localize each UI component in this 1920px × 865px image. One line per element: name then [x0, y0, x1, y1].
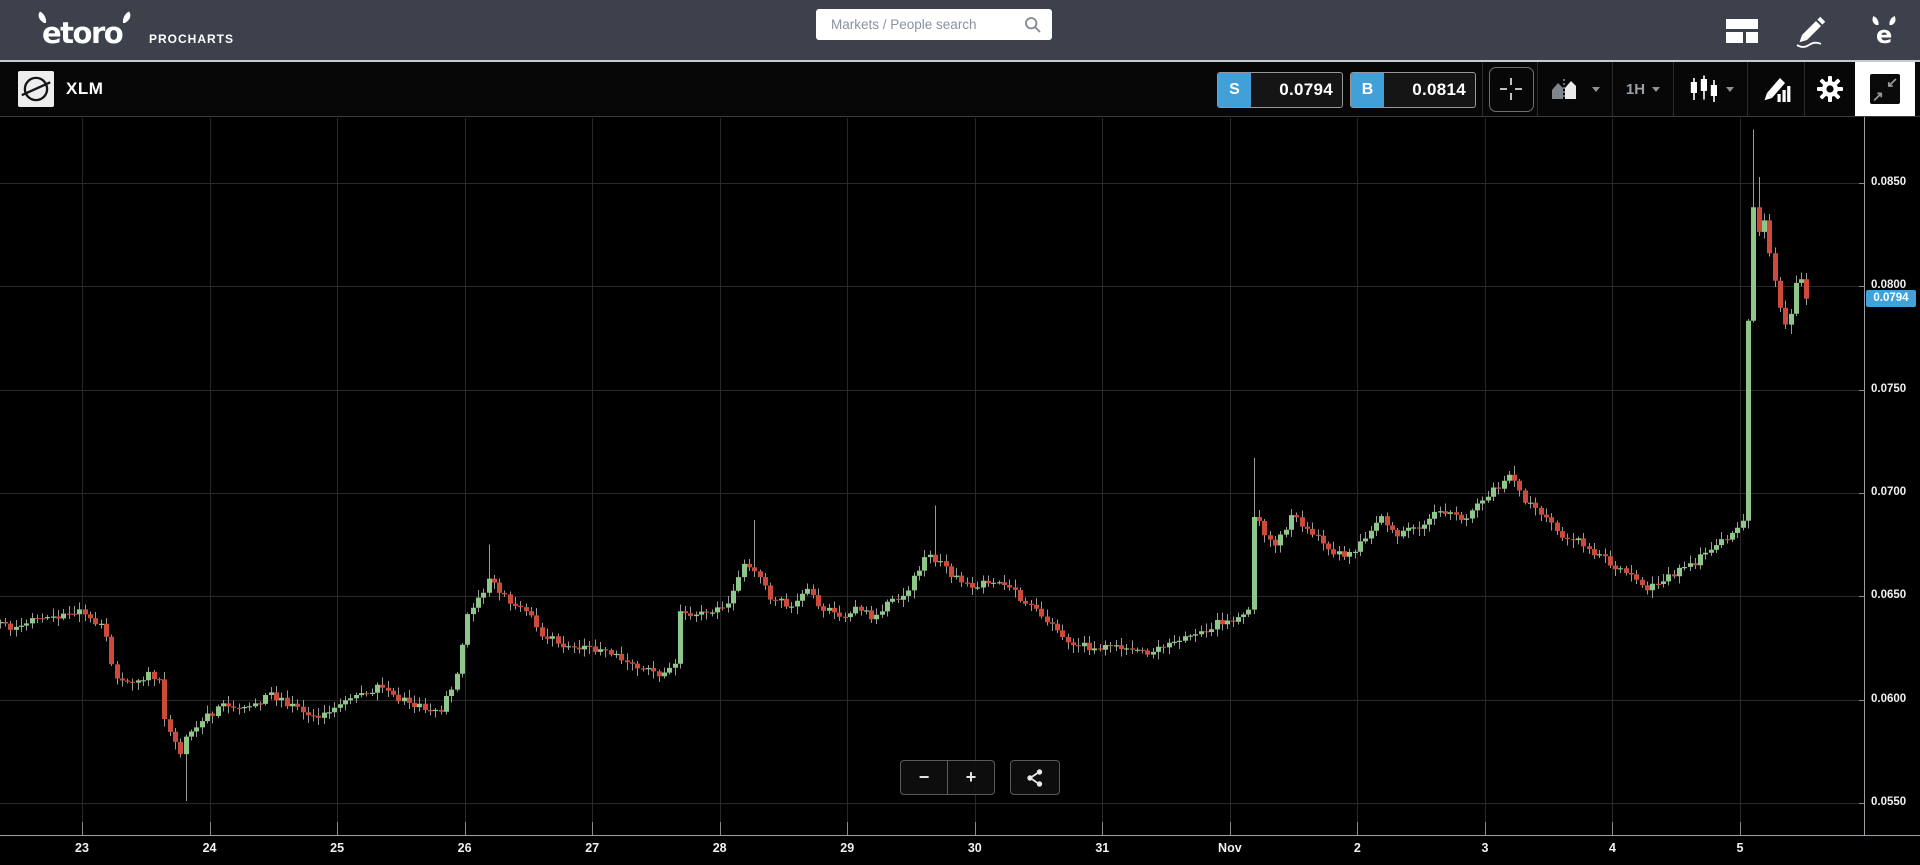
- buy-button[interactable]: B 0.0814: [1350, 72, 1476, 108]
- y-axis-label: 0.0750: [1871, 382, 1907, 395]
- toolbar-separator: [1537, 62, 1538, 116]
- layout-button[interactable]: [1722, 13, 1762, 49]
- x-axis-label: 30: [967, 841, 982, 855]
- x-axis-label: 5: [1736, 841, 1744, 855]
- share-icon: [1027, 768, 1043, 787]
- x-axis-label: 27: [585, 841, 600, 855]
- x-axis-label: 28: [712, 841, 727, 855]
- drawing-tools-button[interactable]: [1790, 13, 1830, 49]
- zoom-out-button[interactable]: −: [918, 767, 930, 787]
- etoro-wordmark-icon: etoro: [38, 11, 131, 49]
- product-label: PROCHARTS: [149, 32, 235, 46]
- zoom-controls: − +: [900, 760, 995, 795]
- multichart-layout-icon: [1726, 19, 1758, 43]
- etoro-logo[interactable]: etoro PROCHARTS: [30, 11, 234, 49]
- stellar-xlm-icon: [21, 76, 51, 102]
- sell-button[interactable]: S 0.0794: [1217, 72, 1343, 108]
- collapse-icon: ↙ ↗: [1870, 74, 1900, 104]
- sell-price: 0.0794: [1279, 80, 1333, 99]
- search-box[interactable]: [816, 9, 1052, 40]
- x-axis-label: 4: [1608, 841, 1616, 855]
- y-axis-label: 0.0600: [1871, 692, 1907, 705]
- chart-type-button[interactable]: [1676, 62, 1746, 116]
- toolbar-separator: [1747, 62, 1748, 116]
- svg-text:e: e: [1876, 21, 1892, 47]
- sell-tag: S: [1218, 73, 1251, 107]
- chevron-down-icon: [1591, 86, 1600, 92]
- current-price-badge: 0.0794: [1866, 290, 1916, 308]
- timeframe-label: 1H: [1625, 80, 1646, 98]
- etoro-e-icon: e: [1872, 16, 1896, 47]
- timeframe-button[interactable]: 1H: [1614, 62, 1672, 116]
- collapse-chart-button[interactable]: ↙ ↗: [1855, 62, 1915, 116]
- chart-toolbar: XLM S 0.0794 B 0.0814 1H: [0, 62, 1920, 117]
- arrow-inward-icon: ↙: [1886, 74, 1898, 90]
- indicators-button[interactable]: [1750, 62, 1802, 116]
- x-axis-label: 31: [1095, 841, 1110, 855]
- chevron-down-icon: [1725, 86, 1734, 92]
- brand-text: etoro: [42, 16, 123, 49]
- search-icon[interactable]: [1024, 16, 1042, 34]
- share-button[interactable]: [1010, 760, 1060, 795]
- x-axis-label: 23: [75, 841, 89, 855]
- arrow-inward-icon: ↗: [1872, 88, 1884, 104]
- topbar: etoro PROCHARTS e: [0, 0, 1920, 62]
- toolbar-separator: [1804, 62, 1805, 116]
- pencil-icon: [1796, 16, 1826, 48]
- toolbar-separator: [1612, 62, 1613, 116]
- y-axis-label: 0.0850: [1871, 176, 1907, 188]
- buy-price: 0.0814: [1412, 80, 1466, 99]
- search-input[interactable]: [816, 9, 1052, 40]
- compare-charts-icon: [1551, 79, 1576, 99]
- buy-tag: B: [1351, 73, 1384, 107]
- account-button[interactable]: e: [1864, 13, 1904, 49]
- symbol-label: XLM: [66, 79, 104, 98]
- y-axis-label: 0.0800: [1871, 279, 1907, 292]
- x-axis-label: 29: [840, 841, 855, 855]
- x-axis-label: 3: [1481, 841, 1489, 855]
- stellar-logo: [18, 71, 54, 107]
- crosshair-tool-button[interactable]: [1486, 62, 1536, 116]
- compare-instrument-button[interactable]: [1541, 62, 1609, 116]
- y-axis-label: 0.0550: [1871, 796, 1907, 808]
- x-axis-label: 26: [457, 841, 472, 855]
- settings-button[interactable]: [1807, 62, 1853, 116]
- marker-indicators-icon: [1764, 78, 1791, 102]
- y-axis-label: 0.0700: [1871, 486, 1907, 498]
- candlestick-type-icon: [1690, 75, 1717, 102]
- toolbar-separator: [1482, 62, 1483, 116]
- chevron-down-icon: [1652, 86, 1661, 92]
- toolbar-separator: [1673, 62, 1674, 116]
- x-axis-label: Nov: [1218, 841, 1242, 855]
- crosshair-icon: [1500, 78, 1522, 100]
- y-axis-label: 0.0650: [1871, 589, 1907, 602]
- zoom-in-button[interactable]: +: [947, 761, 994, 794]
- x-axis-label: 25: [330, 841, 345, 855]
- x-axis-label: 24: [202, 841, 217, 855]
- x-axis-label: 2: [1353, 841, 1361, 855]
- gear-icon: [1817, 76, 1843, 102]
